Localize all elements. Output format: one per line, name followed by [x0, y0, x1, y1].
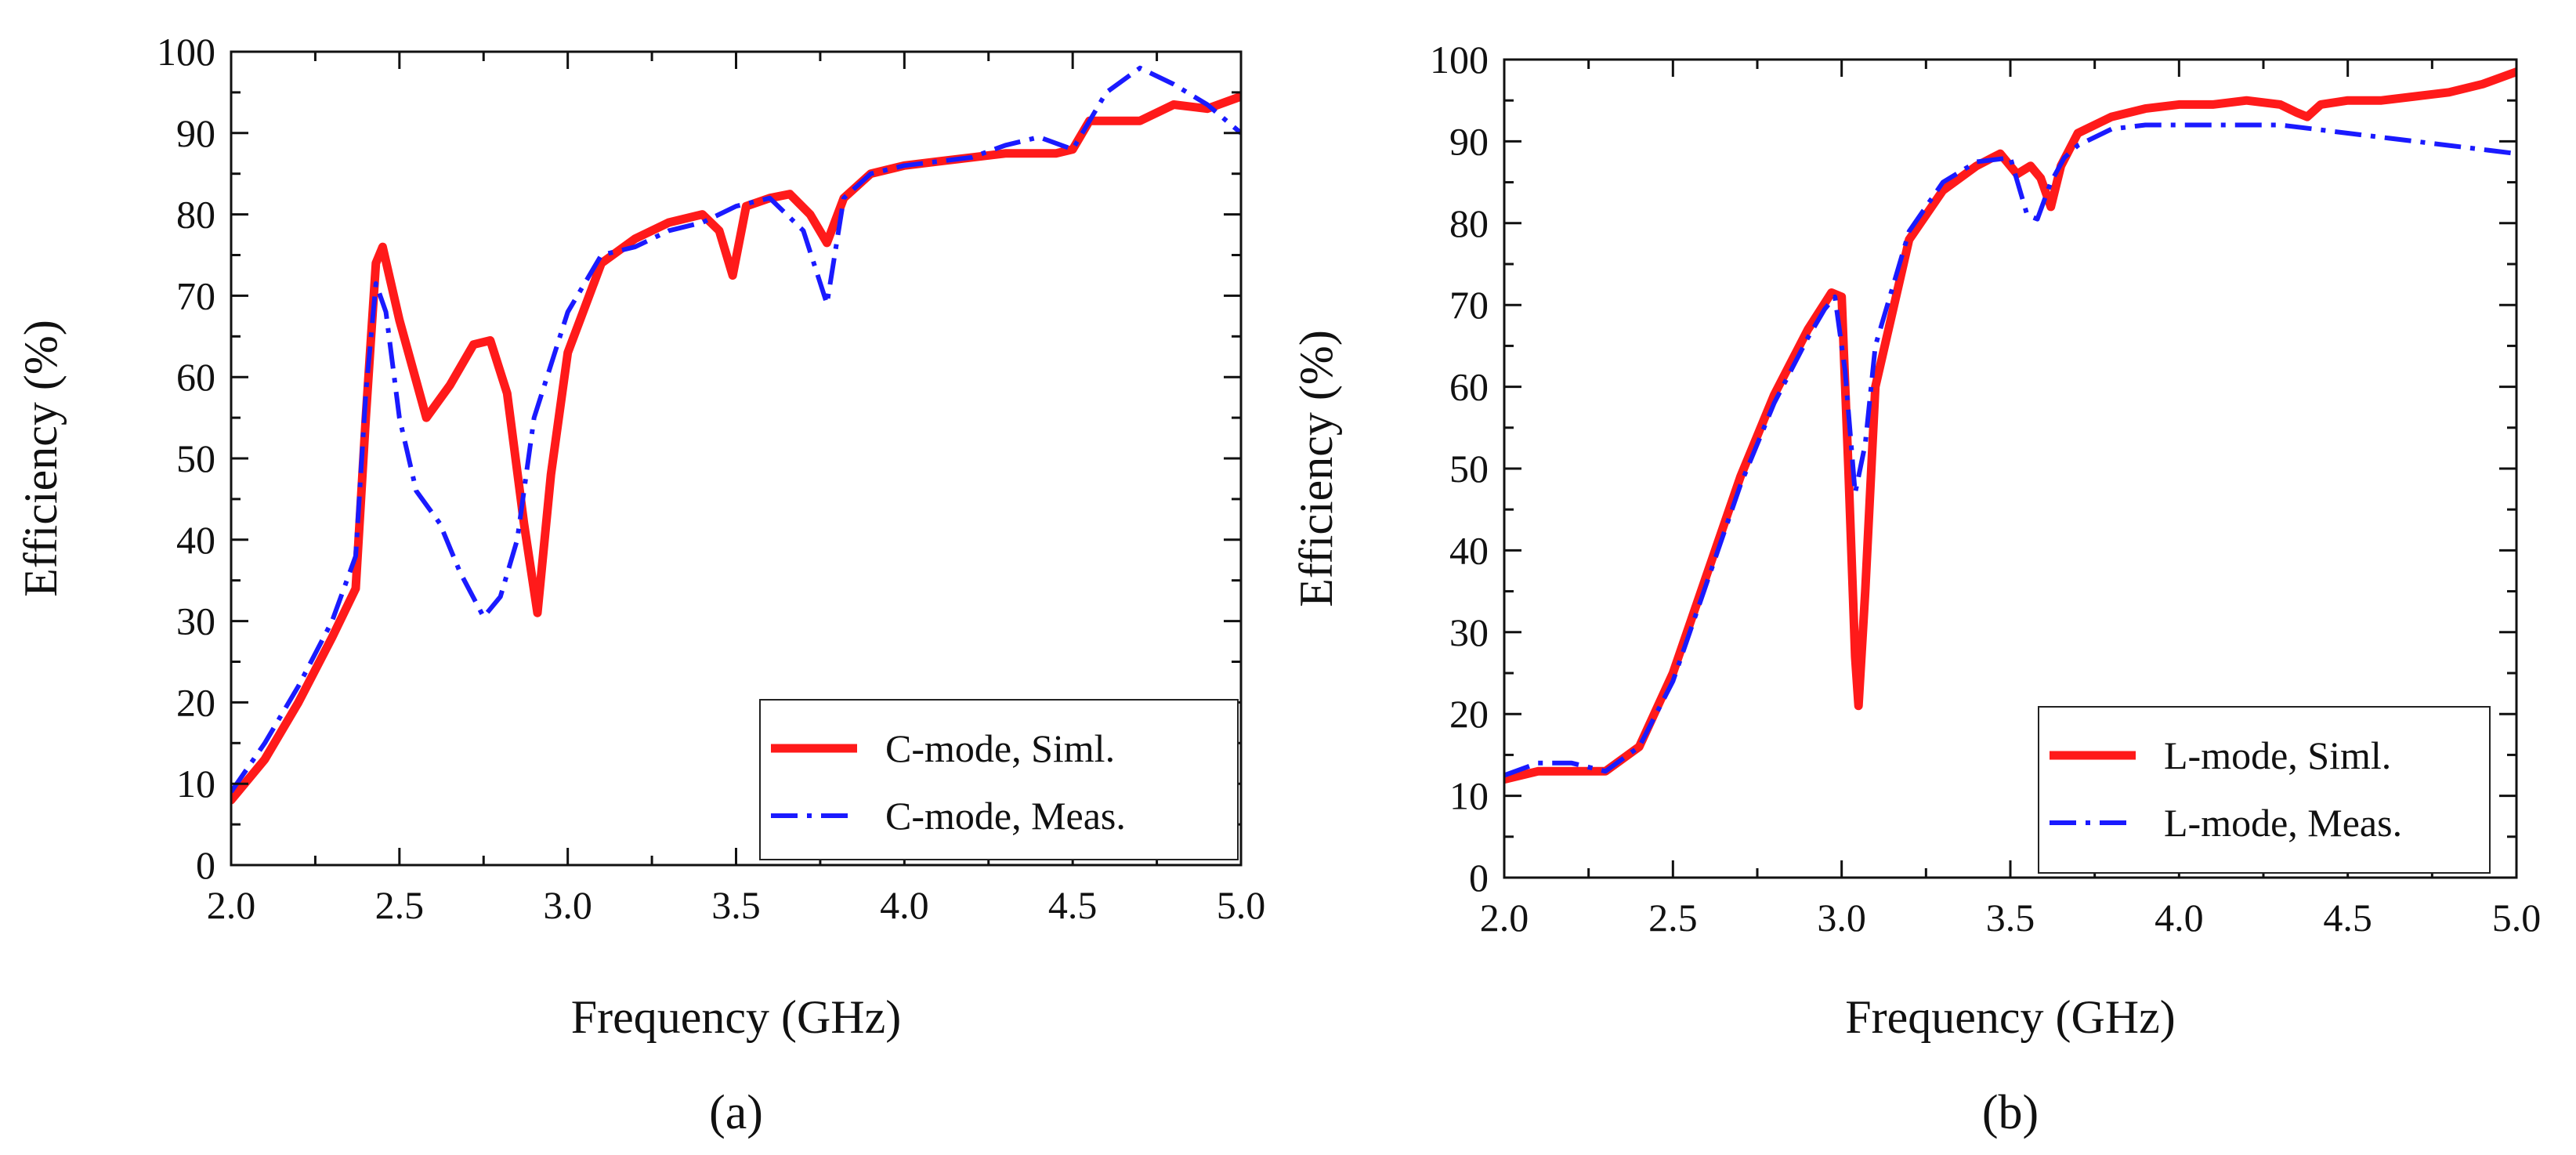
x-axis-title: Frequency (GHz) [1845, 991, 2176, 1043]
y-tick-label: 90 [1449, 119, 1489, 163]
legend: C-mode, Siml. C-mode, Meas. [759, 699, 1239, 860]
y-tick-label: 30 [176, 599, 215, 643]
y-tick-label: 80 [1449, 201, 1489, 245]
legend-label: C-mode, Meas. [885, 794, 1126, 838]
chart-panel-b: 0 10 20 30 40 50 60 70 80 90 100 2.0 2.5 3.0 3.5 4.0 4.5… [1290, 38, 2541, 1139]
x-tick-label: 4.5 [1048, 883, 1098, 927]
legend-box [2038, 706, 2491, 874]
y-tick-label: 20 [176, 680, 215, 724]
y-tick-label: 60 [176, 355, 215, 399]
legend-label: C-mode, Siml. [885, 726, 1115, 770]
y-tick-label: 100 [1430, 38, 1489, 81]
y-tick-label: 70 [176, 273, 215, 317]
panel-label: (a) [709, 1086, 763, 1139]
y-tick-label: 90 [176, 111, 215, 155]
x-tick-label: 2.0 [207, 883, 256, 927]
y-axis-title: Efficiency (%) [1290, 330, 1342, 607]
y-tick-label: 50 [1449, 447, 1489, 491]
x-tick-label: 2.0 [1480, 896, 1529, 940]
y-tick-label: 70 [1449, 283, 1489, 327]
y-tick-label: 20 [1449, 692, 1489, 736]
x-tick-label: 3.5 [1986, 896, 2035, 940]
x-axis-title: Frequency (GHz) [571, 991, 902, 1043]
series-line-measured [231, 65, 1241, 794]
chart-panel-a: 0 10 20 30 40 50 60 70 80 90 100 2.0 2.5 3.0 3.5 4.0 4.5… [15, 30, 1265, 1139]
y-tick-label: 60 [1449, 365, 1489, 409]
series-line-simulated [231, 92, 1241, 805]
x-tick-label: 5.0 [2492, 896, 2542, 940]
y-tick-label: 40 [1449, 528, 1489, 572]
y-tick-label: 0 [196, 843, 215, 887]
legend-box [759, 699, 1239, 860]
x-tick-label: 3.0 [543, 883, 592, 927]
legend-label: L-mode, Siml. [2164, 733, 2391, 777]
x-tick-label: 3.5 [711, 883, 761, 927]
y-axis-title: Efficiency (%) [15, 320, 67, 597]
series-line-simulated [1504, 67, 2516, 784]
x-tick-label: 2.5 [375, 883, 425, 927]
legend: L-mode, Siml. L-mode, Meas. [2038, 706, 2491, 874]
x-tick-label: 4.0 [2155, 896, 2204, 940]
y-tick-label: 10 [176, 762, 215, 806]
x-tick-label: 3.0 [1817, 896, 1866, 940]
y-tick-label: 50 [176, 436, 215, 480]
y-tick-label: 80 [176, 193, 215, 237]
y-tick-label: 0 [1469, 856, 1489, 900]
x-tick-label: 4.5 [2323, 896, 2372, 940]
legend-label: L-mode, Meas. [2164, 801, 2402, 845]
y-tick-label: 30 [1449, 610, 1489, 654]
y-tick-label: 10 [1449, 774, 1489, 818]
x-tick-label: 2.5 [1648, 896, 1698, 940]
y-tick-label: 40 [176, 518, 215, 562]
x-tick-label: 4.0 [880, 883, 929, 927]
y-tick-label: 100 [157, 30, 215, 74]
series-line-measured [1504, 122, 2516, 778]
panel-label: (b) [1982, 1086, 2039, 1139]
x-tick-label: 5.0 [1217, 883, 1266, 927]
